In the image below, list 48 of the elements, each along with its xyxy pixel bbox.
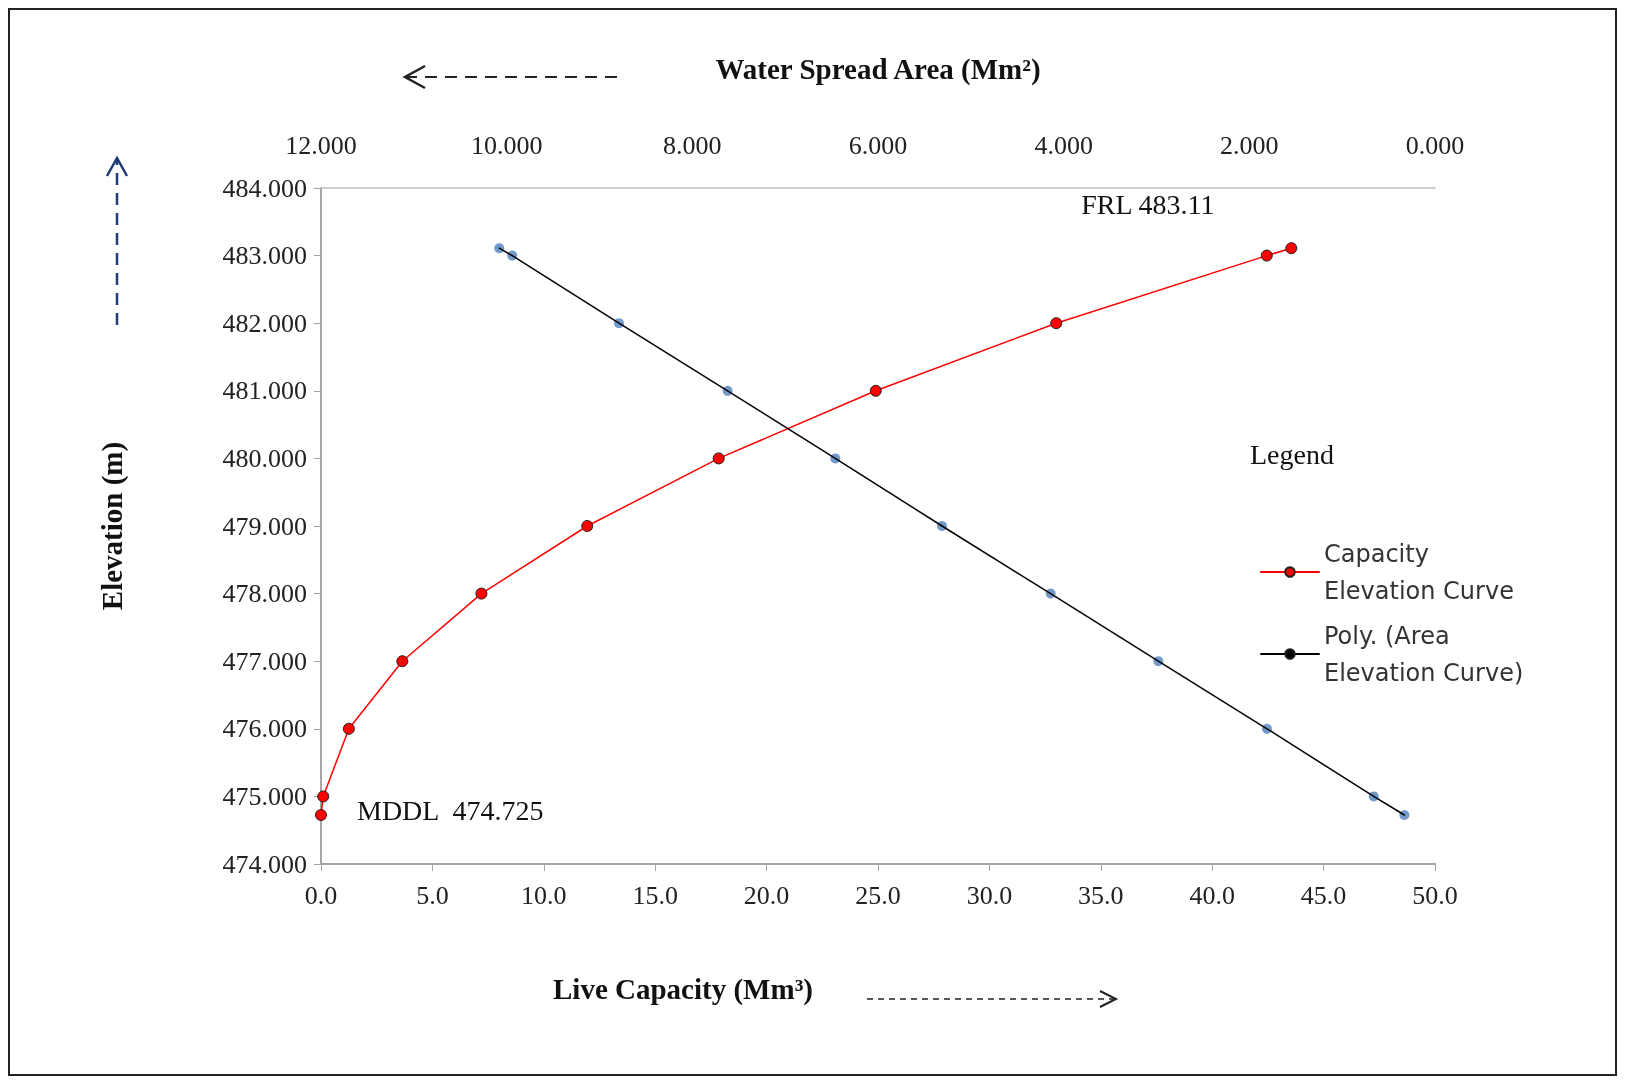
x2-tick-label: 10.000: [470, 130, 543, 160]
point: [869, 384, 882, 397]
y-tick-label: 475.000: [222, 781, 307, 811]
y-tick-label: 484.000: [222, 173, 307, 203]
x2-tick-label: 4.000: [1034, 130, 1093, 160]
x-axis-title: Live Capacity (Mm³): [553, 972, 813, 1006]
x-tick-label: 40.0: [1189, 880, 1235, 910]
y-tick-label: 480.000: [222, 443, 307, 473]
y-tick-label: 479.000: [222, 511, 307, 541]
y-tick-label: 478.000: [222, 579, 307, 609]
x2-tick-label: 0.000: [1405, 130, 1465, 160]
y-tick-label: 483.000: [222, 241, 307, 271]
y-tick-label: 481.000: [222, 376, 307, 406]
annotation: MDDL 474.725: [357, 795, 544, 827]
point: [342, 722, 355, 735]
x-tick-label: 50.0: [1412, 880, 1458, 910]
point: [1260, 249, 1273, 262]
point: [317, 790, 330, 803]
point: [315, 808, 327, 821]
x-tick-label: 0.0: [304, 880, 338, 910]
y-axis-title: Elevation (m): [95, 441, 129, 611]
x2-axis-title: Water Spread Area (Mm²): [715, 52, 1041, 86]
x-tick-label: 30.0: [966, 880, 1013, 910]
x-tick-label: 45.0: [1300, 880, 1347, 910]
legend-title: Legend: [1250, 438, 1334, 470]
x-tick-label: 25.0: [855, 880, 901, 910]
x-tick-label: 10.0: [521, 880, 567, 910]
y-tick-label: 474.000: [222, 849, 307, 879]
point: [581, 520, 594, 532]
x2-tick-label: 12.000: [285, 130, 357, 160]
point: [1050, 317, 1063, 330]
x2-tick-label: 2.000: [1220, 130, 1279, 160]
x-tick-label: 35.0: [1078, 880, 1124, 910]
x-tick-label: 15.0: [632, 880, 678, 910]
point: [1285, 242, 1298, 255]
y-tick-label: 482.000: [222, 308, 307, 338]
legend-label: Poly. (Area Elevation Curve): [1324, 621, 1524, 687]
y-tick-label: 477.000: [222, 646, 307, 676]
x2-tick-label: 8.000: [663, 130, 722, 160]
x-tick-label: 5.0: [416, 880, 449, 910]
point: [396, 655, 409, 668]
legend-label: Capacity Elevation Curve: [1324, 539, 1514, 605]
point: [712, 452, 725, 465]
annotation: FRL 483.11: [1081, 188, 1215, 220]
y-tick-label: 476.000: [222, 714, 307, 744]
x2-tick-label: 6.000: [848, 130, 908, 160]
point: [475, 587, 488, 600]
x-tick-label: 20.0: [743, 880, 790, 910]
